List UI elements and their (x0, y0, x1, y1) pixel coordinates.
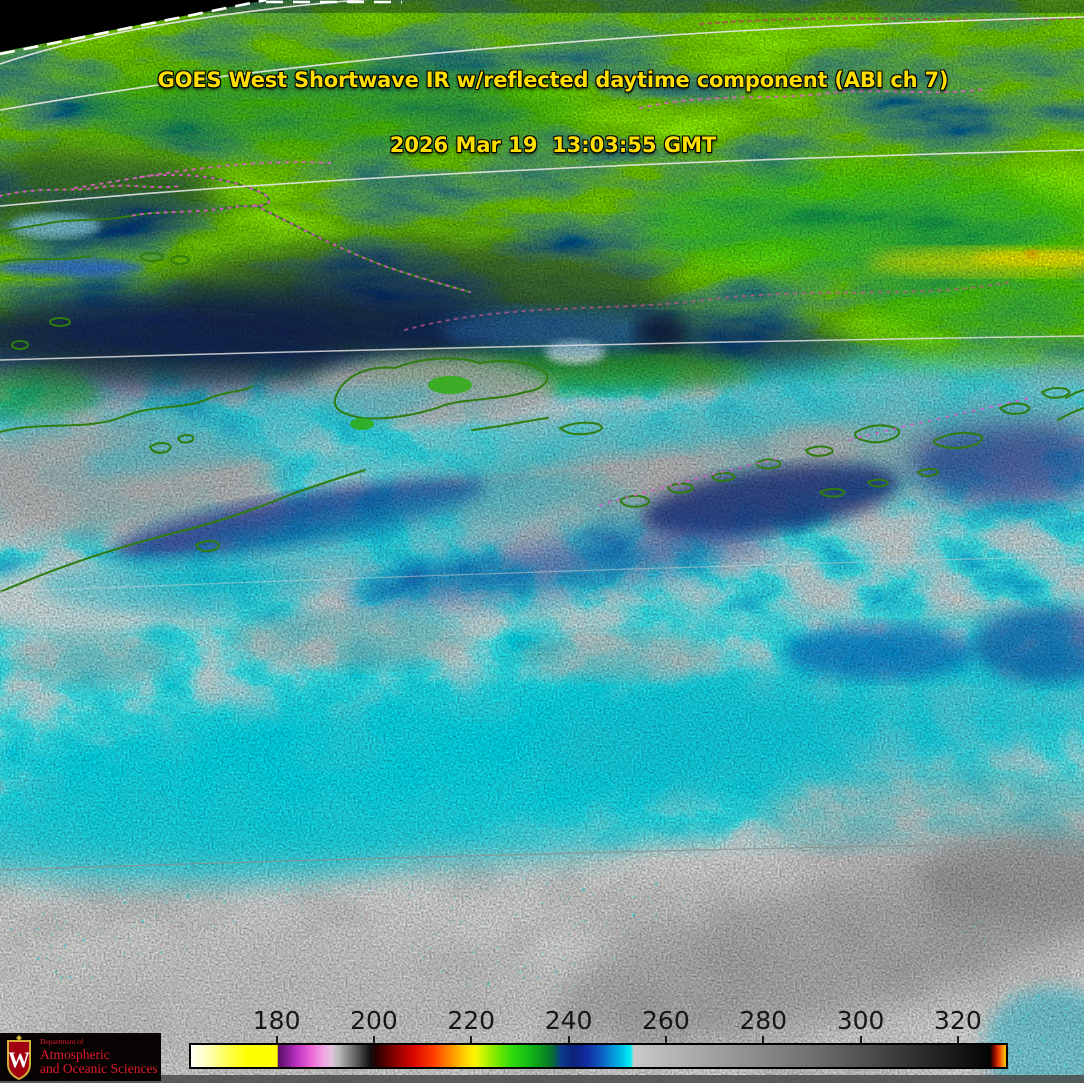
colorbar-tick-label: 220 (447, 1006, 496, 1035)
title-line-2: 2026 Mar 19 13:03:55 GMT (389, 133, 717, 157)
colorbar-tick (567, 1036, 570, 1043)
colorbar-tick-label: 240 (544, 1006, 593, 1035)
aos-logo: W Department of Atmospheric and Oceanic … (0, 1033, 161, 1081)
colorbar-tick-label: 260 (642, 1006, 690, 1035)
graticule-lines (0, 0, 1084, 871)
uw-crest-icon: W (7, 1035, 31, 1080)
logo-text: Department of Atmospheric and Oceanic Sc… (40, 1038, 158, 1076)
colorbar-ticks (189, 1036, 1008, 1043)
logo-line-2: and Oceanic Sciences (40, 1061, 158, 1077)
bottom-edge-strip (0, 1075, 1084, 1083)
colorbar-tick-label: 180 (252, 1006, 301, 1035)
colorbar-tick (859, 1036, 862, 1043)
colorbar-tick-label: 320 (934, 1006, 982, 1035)
logo-dept-line: Department of (40, 1037, 84, 1047)
colorbar-tick-label: 300 (836, 1006, 885, 1035)
colorbar-tick (372, 1036, 375, 1043)
colorbar-labels: 180 200 220 240 260 280 300 320 (189, 1007, 1008, 1035)
logo-line-1: Atmospheric (40, 1046, 110, 1062)
title-line-1: GOES West Shortwave IR w/reflected dayti… (157, 68, 949, 92)
colorbar-tick (762, 1036, 765, 1043)
colorbar-tick (275, 1036, 278, 1043)
colorbar-tick-label: 280 (739, 1006, 788, 1035)
scan-edge-dashes (0, 0, 402, 56)
colorbar-tick (956, 1036, 959, 1043)
colorbar (189, 1043, 1008, 1069)
crest-letter: W (8, 1047, 30, 1072)
colorbar-gradient (191, 1045, 1006, 1067)
dashed-boundary-overlay (0, 17, 1084, 506)
image-title: GOES West Shortwave IR w/reflected dayti… (158, 30, 949, 176)
colorbar-tick-label: 200 (350, 1006, 398, 1035)
colorbar-tick (664, 1036, 667, 1043)
colorbar-tick (470, 1036, 473, 1043)
